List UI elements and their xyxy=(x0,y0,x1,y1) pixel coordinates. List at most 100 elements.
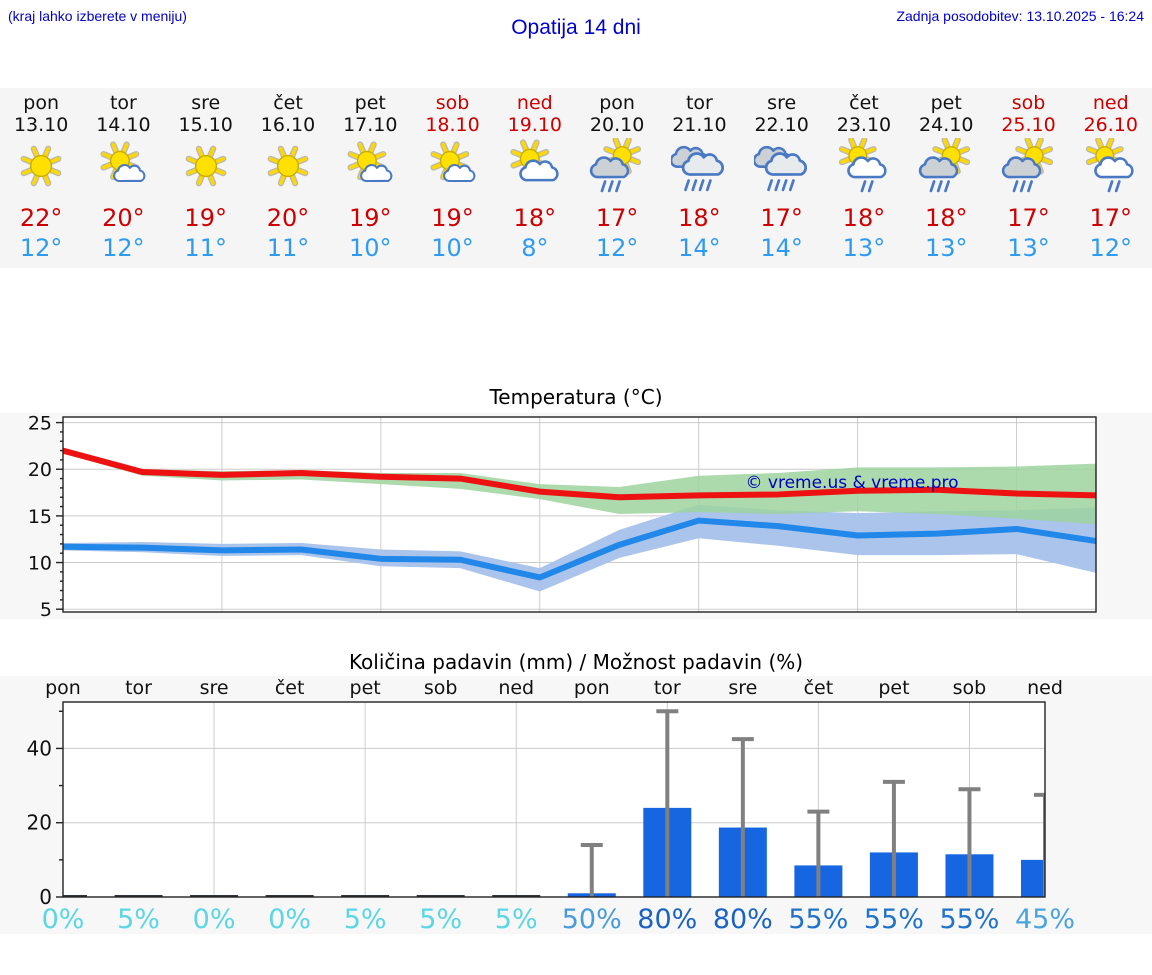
low-temp: 8° xyxy=(521,234,549,262)
low-temp: 12° xyxy=(1089,234,1133,262)
sun-cloud-small-icon xyxy=(347,141,393,183)
high-temp: 20° xyxy=(266,204,310,232)
high-temp: 18° xyxy=(513,204,557,232)
weather-icon xyxy=(987,136,1069,196)
precip-probability: 80% xyxy=(637,904,697,934)
high-temp: 18° xyxy=(842,204,886,232)
day-name: ned xyxy=(1092,92,1129,114)
high-temp: 17° xyxy=(1089,204,1133,232)
precip-day-label: pon xyxy=(45,677,81,699)
precip-probability: 0% xyxy=(193,904,236,934)
day-name: sob xyxy=(435,92,470,114)
day-name: tor xyxy=(109,92,137,114)
precip-day-label: tor xyxy=(654,677,681,699)
weather-icon xyxy=(411,138,493,196)
weather-icon xyxy=(823,136,905,196)
day-date: 19.10 xyxy=(507,114,563,136)
day-date: 26.10 xyxy=(1083,114,1138,136)
day-date: 20.10 xyxy=(589,114,645,136)
precip-probability: 55% xyxy=(939,904,999,934)
day-name: sre xyxy=(767,92,797,114)
weather-icon xyxy=(247,138,329,196)
svg-text:10: 10 xyxy=(28,553,52,575)
precip-probability: 5% xyxy=(344,904,387,934)
day-date: 25.10 xyxy=(1001,114,1056,136)
precip-bar xyxy=(265,895,314,897)
low-temp: 12° xyxy=(19,234,63,262)
spacer xyxy=(0,624,1152,650)
precip-bar xyxy=(190,895,239,897)
day-name: čet xyxy=(849,92,879,114)
weather-icon xyxy=(82,138,164,196)
precip-probability: 55% xyxy=(788,904,848,934)
precip-day-label: sob xyxy=(424,677,458,699)
low-temp: 13° xyxy=(1007,234,1050,262)
last-updated: Zadnja posodobitev: 13.10.2025 - 16:24 xyxy=(896,8,1144,24)
rain-heavy-icon xyxy=(670,145,725,192)
high-temp: 19° xyxy=(184,204,227,232)
weather-icon xyxy=(329,138,411,196)
day-column-20.10: pon 20.10 17° 12° xyxy=(576,88,658,268)
precip-bar xyxy=(114,895,163,897)
day-name: sre xyxy=(191,92,221,114)
precip-probability: 5% xyxy=(117,904,160,934)
day-column-22.10: sre 22.10 17° 14° xyxy=(741,88,823,268)
sun-rain-light-icon xyxy=(838,136,887,193)
watermark-link[interactable]: © vreme.us & vreme.pro xyxy=(745,473,958,493)
precip-probability: 5% xyxy=(495,904,538,934)
high-temp: 17° xyxy=(760,204,803,232)
sun-rain-icon xyxy=(919,136,971,193)
weather-icon xyxy=(741,138,823,196)
precip-probability: 0% xyxy=(268,904,311,934)
temperature-chart-title: Temperatura (°C) xyxy=(489,385,663,409)
day-date: 23.10 xyxy=(836,114,892,136)
low-temp: 13° xyxy=(924,234,968,262)
weather-icon xyxy=(905,136,987,196)
precip-probability: 45% xyxy=(1015,904,1075,934)
svg-text:20: 20 xyxy=(28,459,52,481)
low-temp: 10° xyxy=(431,234,474,262)
low-temp: 14° xyxy=(760,234,803,262)
weather-icon xyxy=(658,138,740,196)
high-temp: 19° xyxy=(348,204,392,232)
day-name: čet xyxy=(273,92,303,114)
weather-icon xyxy=(1070,136,1152,196)
precip-bar xyxy=(63,895,87,897)
day-column-17.10: pet 17.10 19° 10° xyxy=(329,88,411,268)
day-column-25.10: sob 25.10 17° 13° xyxy=(987,88,1069,268)
weather-icon xyxy=(0,138,82,196)
low-temp: 14° xyxy=(678,234,721,262)
precip-day-label: čet xyxy=(804,677,834,699)
svg-text:20: 20 xyxy=(27,811,52,835)
day-name: pet xyxy=(930,92,962,114)
precip-day-label: tor xyxy=(125,677,152,699)
precip-bar xyxy=(341,895,390,897)
day-date: 21.10 xyxy=(672,114,727,136)
high-temp: 17° xyxy=(595,204,639,232)
sun-cloud-small-icon xyxy=(430,141,475,183)
day-column-16.10: čet 16.10 20° 11° xyxy=(247,88,329,268)
precip-day-label: ned xyxy=(1027,677,1063,699)
day-name: pon xyxy=(599,92,635,114)
svg-text:25: 25 xyxy=(28,413,52,435)
sun-cloud-small-icon xyxy=(100,141,146,183)
sun-icon xyxy=(20,145,62,187)
day-column-14.10: tor 14.10 20° 12° xyxy=(82,88,164,268)
high-temp: 19° xyxy=(431,204,474,232)
day-column-15.10: sre 15.10 19° 11° xyxy=(165,88,247,268)
precip-probability: 50% xyxy=(562,904,622,934)
weather-icon xyxy=(165,138,247,196)
day-name: pet xyxy=(354,92,386,114)
precip-probability: 80% xyxy=(713,904,773,934)
day-strip: pon 13.10 22° 12° tor 14.10 20° 12° sre 15.10 19°… xyxy=(0,88,1152,268)
weather-icon xyxy=(576,136,658,196)
day-column-18.10: sob 18.10 19° 10° xyxy=(411,88,493,268)
day-date: 24.10 xyxy=(919,114,974,136)
precip-bar xyxy=(416,895,465,897)
sun-icon xyxy=(185,145,227,187)
sun-rain-icon xyxy=(1001,136,1053,193)
day-column-13.10: pon 13.10 22° 12° xyxy=(0,88,82,268)
sun-rain-icon xyxy=(589,136,642,193)
precip-day-label: sob xyxy=(953,677,987,699)
